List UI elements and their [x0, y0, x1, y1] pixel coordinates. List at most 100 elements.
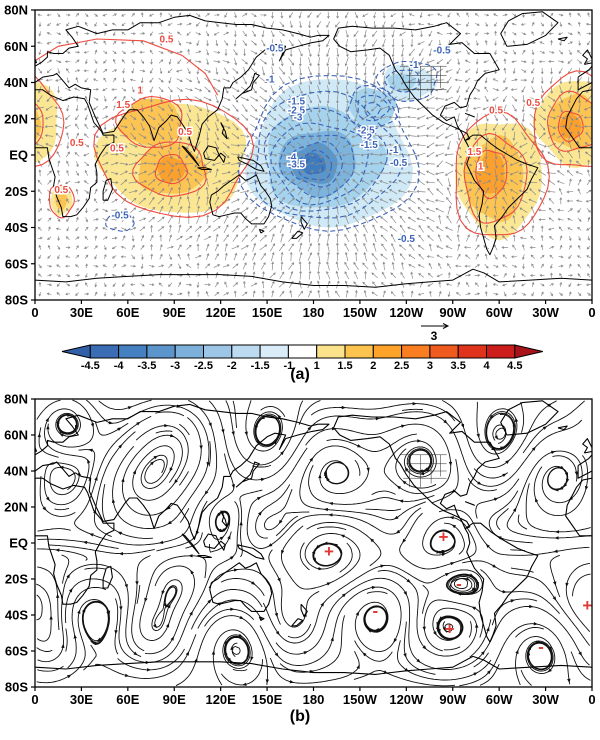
colorbar-tick-label: -2.5	[194, 360, 213, 372]
lon-tick-label: 90W	[439, 305, 466, 320]
lon-tick-label: 0	[31, 305, 38, 320]
lat-tick-label: 80S	[5, 293, 28, 308]
svg-text:-2.5: -2.5	[288, 105, 306, 116]
reference-vector: 3	[421, 323, 450, 343]
lon-tick-label: 120E	[205, 692, 236, 707]
lon-tick-label: 60E	[116, 305, 139, 320]
lat-tick-label: 20N	[4, 111, 28, 126]
colorbar-tick-label: -1	[284, 360, 294, 372]
lon-tick-label: 60W	[486, 305, 513, 320]
reference-vector-label: 3	[431, 329, 438, 343]
svg-text:0.5: 0.5	[110, 143, 124, 154]
circulation-sign: +	[324, 542, 334, 561]
circulation-sign: +	[445, 619, 455, 638]
svg-text:-1.5: -1.5	[288, 96, 306, 107]
colorbar-tick-label: 4.5	[507, 360, 522, 372]
lon-tick-label: 30W	[532, 305, 559, 320]
colorbar-tick-label: -4	[114, 360, 125, 372]
colorbar-tick-label: -2	[227, 360, 237, 372]
circulation-sign: +	[438, 528, 448, 547]
lon-tick-label: 0	[31, 692, 38, 707]
lat-tick-label: 20S	[5, 572, 28, 587]
coastlines	[35, 400, 592, 675]
svg-text:0.5: 0.5	[526, 98, 540, 109]
lat-tick-label: 40S	[5, 220, 28, 235]
lat-tick-label: 60N	[4, 428, 28, 443]
panel-a-map: 0.511.50.50.51.510.50.50.50.51.510.5-1.5…	[4, 3, 595, 373]
lon-tick-label: 180	[303, 305, 325, 320]
lon-tick-label: 180	[303, 692, 325, 707]
svg-text:-0.5: -0.5	[266, 44, 284, 55]
svg-text:0.5: 0.5	[178, 127, 192, 138]
svg-text:1: 1	[478, 162, 484, 173]
circulation-sign: +	[582, 596, 592, 615]
panel-b-label: (b)	[289, 708, 311, 725]
lat-tick-label: 80N	[4, 3, 28, 18]
colorbar-tick-label: -3	[170, 360, 180, 372]
coastlines	[35, 11, 592, 288]
svg-text:-3: -3	[294, 113, 303, 124]
lon-tick-label: 150E	[252, 305, 283, 320]
lon-tick-label: 0	[588, 692, 595, 707]
lon-tick-label: 30E	[70, 692, 93, 707]
svg-text:-1: -1	[410, 60, 419, 71]
lon-tick-label: 150E	[252, 692, 283, 707]
contour-labels: 0.511.50.50.51.510.50.50.50.51.510.5-1.5…	[53, 33, 542, 246]
circulation-markers: + + - - + + -	[324, 528, 592, 657]
svg-text:0.5: 0.5	[489, 105, 503, 116]
svg-text:-0.5: -0.5	[111, 210, 129, 221]
lat-tick-label: 80N	[4, 392, 28, 407]
lon-tick-label: 120W	[389, 692, 424, 707]
lon-tick-label: 90E	[163, 692, 186, 707]
lat-tick-label: 60N	[4, 39, 28, 54]
lon-tick-label: 90W	[439, 692, 466, 707]
svg-text:-2: -2	[363, 133, 372, 144]
lon-tick-label: 30E	[70, 305, 93, 320]
lat-tick-label: 20N	[4, 500, 28, 515]
svg-text:1.5: 1.5	[467, 147, 481, 158]
lat-tick-label: 40N	[4, 75, 28, 90]
lat-tick-label: 60S	[5, 256, 28, 271]
colorbar-tick-label: 3.5	[451, 360, 466, 372]
lat-tick-label: 40N	[4, 464, 28, 479]
lon-tick-label: 150W	[343, 305, 378, 320]
svg-text:0.5: 0.5	[160, 35, 174, 46]
svg-text:-3.5: -3.5	[288, 160, 306, 171]
svg-text:1: 1	[137, 85, 143, 96]
svg-text:-0.5: -0.5	[398, 234, 416, 245]
svg-text:-2.5: -2.5	[357, 125, 375, 136]
colorbar-tick-label: 1	[314, 360, 320, 372]
lat-tick-label: EQ	[9, 536, 28, 551]
colorbar-tick-label: -3.5	[137, 360, 156, 372]
colorbar-tick-label: -1.5	[251, 360, 270, 372]
colorbar-tick-label: 1.5	[337, 360, 352, 372]
svg-text:0.5: 0.5	[54, 185, 68, 196]
lat-tick-label: EQ	[9, 148, 28, 163]
svg-text:-4: -4	[287, 152, 296, 163]
colorbar-tick-label: 2	[370, 360, 376, 372]
lat-tick-label: 20S	[5, 184, 28, 199]
colorbar-tick-label: 4	[483, 360, 490, 372]
streamlines	[36, 399, 591, 687]
colorbar-tick-label: -4.5	[81, 360, 100, 372]
lat-tick-label: 60S	[5, 644, 28, 659]
svg-text:-1.5: -1.5	[361, 140, 379, 151]
lon-tick-label: 150W	[343, 692, 378, 707]
lon-tick-label: 60E	[116, 692, 139, 707]
circulation-sign: -	[456, 574, 462, 593]
panel-a-label: (a)	[290, 366, 310, 383]
circulation-sign: -	[538, 637, 544, 656]
lon-tick-label: 120W	[389, 305, 424, 320]
svg-text:-0.5: -0.5	[433, 46, 451, 57]
svg-text:-1: -1	[390, 145, 399, 156]
plot-area: 0.511.50.50.51.510.50.50.50.51.510.5-1.5…	[4, 3, 595, 373]
svg-text:0.5: 0.5	[70, 138, 84, 149]
lat-tick-label: 40S	[5, 608, 28, 623]
colorbar: -4.5 -4 -3.5 -3 -2.5 -2 -1.5 -1 1 1.5 2 2.5 3 3.5 4 4.5	[61, 344, 543, 372]
lon-tick-label: 30W	[532, 692, 559, 707]
